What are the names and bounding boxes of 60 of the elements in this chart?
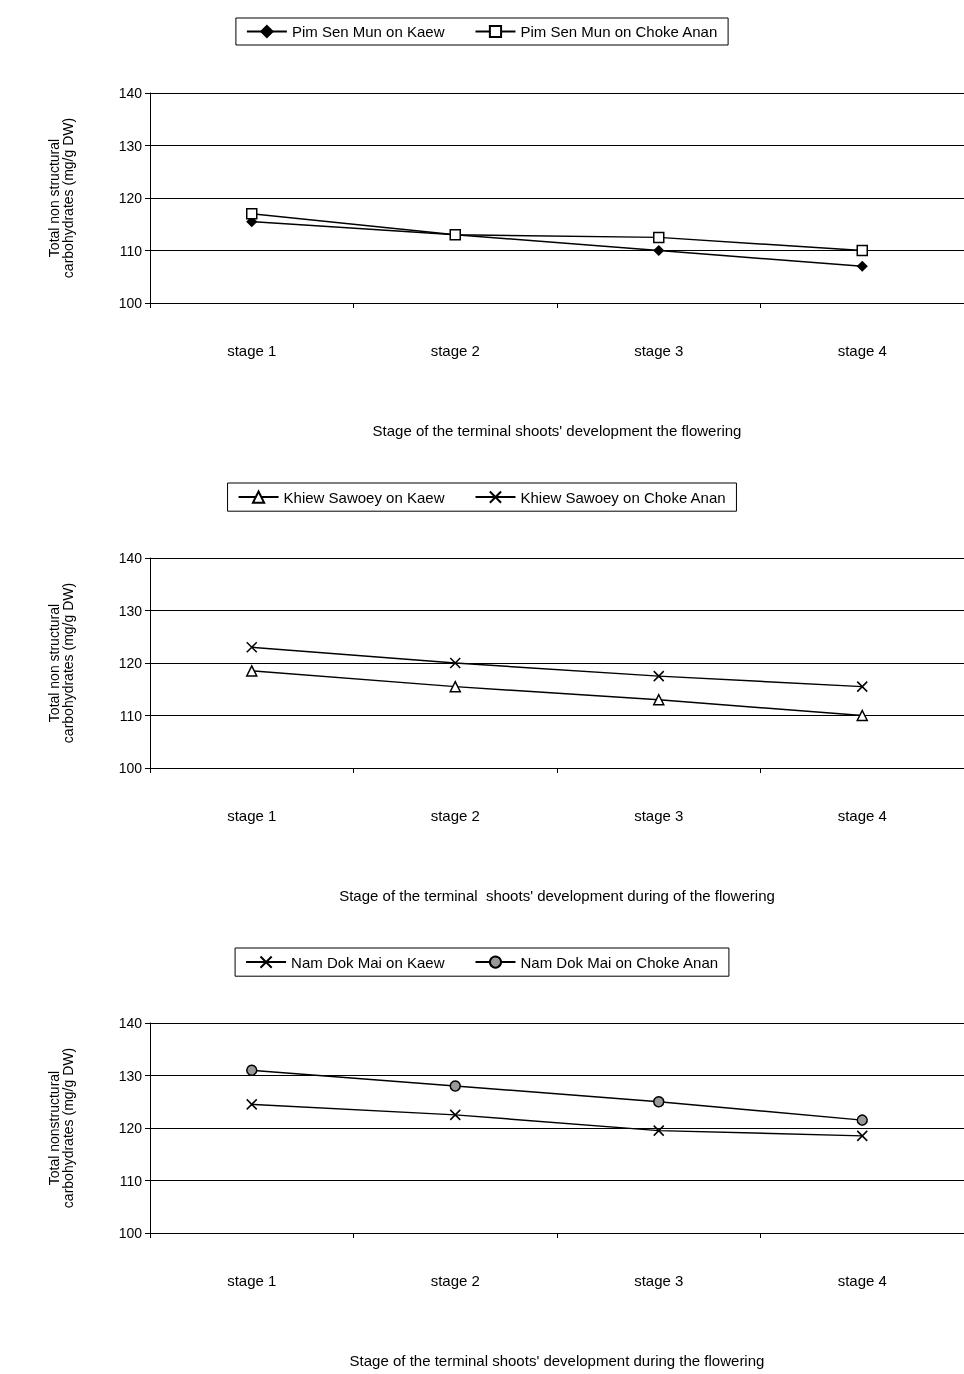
legend-label: Khiew Sawoey on Choke Anan bbox=[520, 488, 726, 506]
x-tick-label: stage 1 bbox=[227, 342, 277, 359]
y-axis-title: Total nonstructural carbohydrates (mg/g DW) bbox=[46, 1047, 76, 1209]
point bbox=[856, 709, 868, 722]
x-tick-label: stage 1 bbox=[227, 1272, 277, 1289]
point bbox=[246, 665, 258, 677]
y-tick-label: 120 bbox=[118, 190, 143, 206]
x-tick-label: stage 2 bbox=[430, 342, 480, 359]
point bbox=[856, 680, 868, 693]
point bbox=[856, 1130, 868, 1142]
point bbox=[653, 231, 665, 244]
y-axis-title: Total non structural carbohydrates (mg/g DW) bbox=[46, 117, 76, 279]
point bbox=[246, 1064, 258, 1076]
point bbox=[449, 1109, 461, 1121]
y-tick-label: 100 bbox=[118, 760, 143, 776]
y-tick-label: 100 bbox=[118, 1225, 143, 1241]
legend-label: Nam Dok Mai on Kaew bbox=[291, 953, 445, 971]
point bbox=[449, 657, 461, 669]
x-axis-title: Stage of the terminal shoots' development during the flowering bbox=[349, 1352, 765, 1369]
y-tick-label: 140 bbox=[118, 85, 143, 101]
y-tick-label: 110 bbox=[119, 242, 143, 259]
y-tick-label: 140 bbox=[118, 1015, 143, 1031]
point bbox=[246, 1098, 258, 1111]
legend-label: Pim Sen Mun on Choke Anan bbox=[520, 23, 718, 40]
x-tick-label: stage 3 bbox=[634, 342, 684, 359]
y-tick-label: 100 bbox=[118, 295, 143, 311]
point bbox=[653, 245, 664, 256]
x-axis-title: Stage of the terminal shoots' development during of the flowering bbox=[339, 887, 775, 904]
point bbox=[653, 1124, 665, 1137]
legend-label: Pim Sen Mun on Kaew bbox=[291, 23, 445, 40]
x-tick-label: stage 4 bbox=[837, 1272, 887, 1289]
x-tick-label: stage 3 bbox=[634, 807, 684, 824]
point bbox=[856, 1114, 868, 1126]
x-tick-label: stage 2 bbox=[430, 1272, 480, 1289]
y-tick-label: 130 bbox=[118, 602, 143, 619]
point bbox=[246, 641, 258, 653]
point bbox=[653, 1096, 665, 1108]
y-tick-label: 130 bbox=[118, 1067, 143, 1084]
y-tick-label: 130 bbox=[118, 137, 143, 154]
x-tick-label: stage 4 bbox=[837, 342, 887, 359]
point bbox=[653, 694, 665, 706]
y-tick-label: 110 bbox=[119, 1172, 143, 1189]
point bbox=[857, 261, 868, 272]
point bbox=[449, 1080, 461, 1092]
x-axis-title: Stage of the terminal shoots' development the flowering bbox=[372, 422, 742, 439]
y-tick-label: 120 bbox=[118, 655, 143, 671]
y-tick-label: 120 bbox=[118, 1120, 143, 1136]
y-axis-title: Total non structural carbohydrates (mg/g DW) bbox=[46, 582, 76, 744]
point bbox=[449, 680, 461, 693]
x-tick-label: stage 1 bbox=[227, 807, 277, 824]
point bbox=[856, 244, 868, 257]
legend-label: Nam Dok Mai on Choke Anan bbox=[520, 953, 719, 971]
x-tick-label: stage 3 bbox=[634, 1272, 684, 1289]
x-tick-label: stage 4 bbox=[837, 807, 887, 824]
point bbox=[246, 208, 258, 220]
legend-label: Khiew Sawoey on Kaew bbox=[283, 488, 445, 506]
y-tick-label: 110 bbox=[119, 707, 143, 724]
x-tick-label: stage 2 bbox=[430, 807, 480, 824]
point bbox=[653, 670, 665, 682]
y-tick-label: 140 bbox=[118, 550, 143, 566]
